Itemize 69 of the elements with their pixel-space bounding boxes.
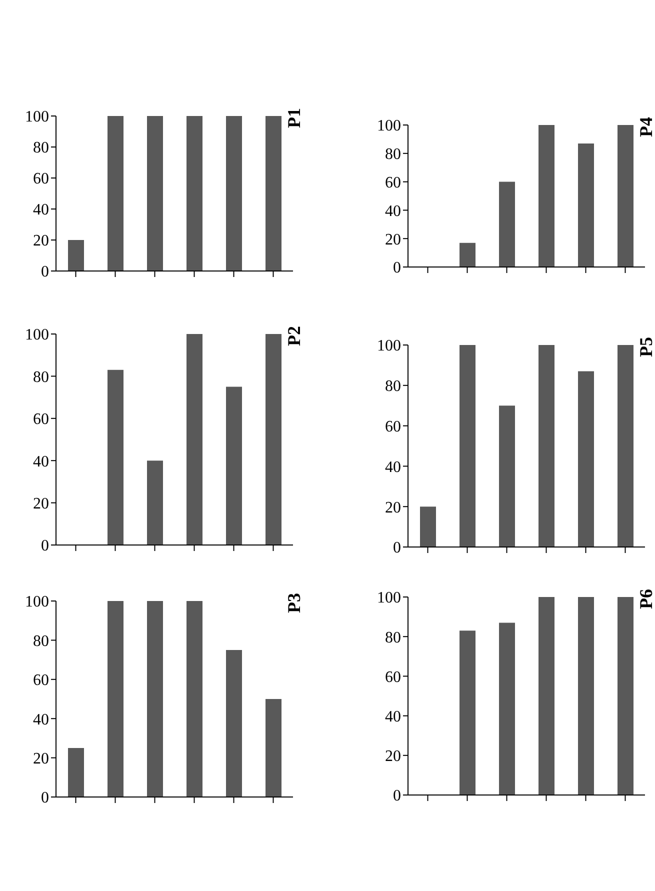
y-tick-label: 100	[377, 118, 401, 135]
y-tick-label: 40	[33, 202, 49, 219]
y-tick-label: 60	[33, 672, 49, 690]
bar	[538, 125, 554, 267]
y-tick-label: 0	[393, 260, 401, 277]
bar	[420, 506, 436, 547]
y-tick-label: 80	[385, 629, 401, 646]
bar	[108, 601, 124, 797]
bar	[578, 371, 594, 547]
bar	[499, 406, 515, 547]
bar	[538, 345, 554, 547]
bar	[186, 601, 202, 797]
y-tick-label: 40	[33, 711, 49, 728]
y-tick-label: 60	[385, 174, 401, 192]
chart-title: P4	[636, 117, 655, 137]
chart-title: P1	[284, 108, 305, 128]
y-tick-label: 0	[41, 790, 49, 807]
y-tick-label: 80	[385, 146, 401, 164]
bar	[226, 650, 242, 797]
bar	[68, 748, 84, 797]
y-tick-label: 40	[33, 453, 49, 470]
y-tick-label: 20	[385, 231, 401, 248]
y-tick-label: 40	[385, 708, 401, 726]
y-tick-label: 60	[33, 170, 49, 188]
y-tick-label: 100	[25, 594, 49, 611]
y-tick-label: 20	[385, 499, 401, 516]
bar	[618, 597, 634, 795]
y-tick-label: 0	[41, 264, 49, 281]
bar	[226, 386, 242, 545]
y-tick-label: 0	[393, 788, 401, 805]
bar	[618, 345, 634, 547]
bar	[147, 601, 163, 797]
bar	[266, 334, 282, 545]
y-tick-label: 100	[25, 326, 49, 344]
y-tick-label: 20	[33, 495, 49, 512]
y-tick-label: 60	[385, 668, 401, 686]
y-tick-label: 40	[385, 202, 401, 220]
bar	[460, 630, 476, 795]
y-tick-label: 80	[33, 140, 49, 157]
bar	[266, 699, 282, 797]
bar	[460, 345, 476, 547]
y-tick-label: 40	[385, 458, 401, 476]
y-tick-label: 100	[377, 590, 401, 607]
y-tick-label: 80	[33, 632, 49, 650]
y-tick-label: 20	[385, 748, 401, 766]
y-tick-label: 80	[33, 368, 49, 386]
y-tick-label: 0	[393, 540, 401, 557]
bar	[538, 597, 554, 795]
chart-title: P2	[284, 326, 305, 346]
bar	[578, 597, 594, 795]
chart-title: P5	[636, 337, 655, 357]
y-tick-label: 80	[385, 378, 401, 396]
y-tick-label: 0	[41, 538, 49, 555]
bar	[578, 143, 594, 267]
chart-title: P6	[636, 589, 655, 609]
bar	[618, 125, 634, 267]
y-tick-label: 20	[33, 750, 49, 768]
y-tick-label: 60	[33, 411, 49, 428]
y-tick-label: 60	[385, 418, 401, 436]
bar	[147, 460, 163, 545]
bar	[499, 622, 515, 795]
bar	[499, 182, 515, 267]
bar	[186, 334, 202, 545]
bar	[460, 242, 476, 267]
bar	[108, 370, 124, 545]
y-tick-label: 100	[377, 338, 401, 355]
y-tick-label: 20	[33, 232, 49, 250]
y-tick-label: 100	[25, 108, 49, 126]
chart-title: P3	[284, 593, 305, 613]
